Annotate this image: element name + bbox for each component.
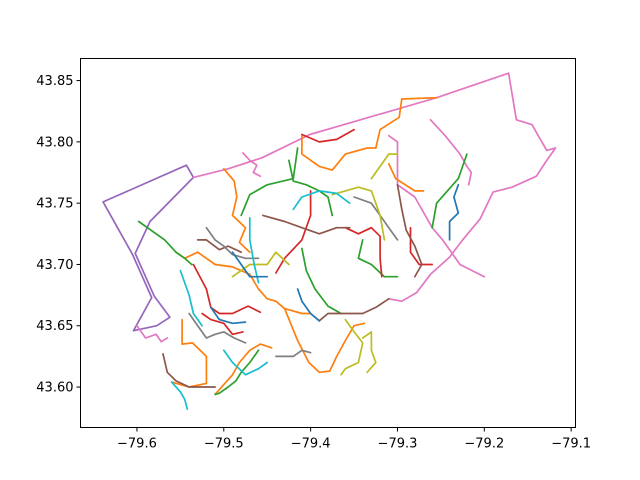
boundary-line-2 — [192, 72, 510, 179]
boundary-line-37 — [331, 186, 386, 241]
y-axis: 43.60 43.65 43.70 43.75 43.80 43.85 — [36, 74, 81, 396]
boundary-line-44 — [292, 190, 351, 211]
x-tick-label-2: −79.5 — [204, 437, 244, 452]
boundary-line-29 — [262, 214, 351, 235]
boundary-line-38 — [340, 318, 364, 376]
boundary-line-19 — [357, 239, 399, 278]
boundary-line-5 — [387, 134, 486, 278]
x-tick-label-1: −79.6 — [117, 437, 157, 452]
boundary-line-21 — [301, 247, 342, 315]
boundary-line-4 — [136, 324, 169, 343]
boundary-line-28 — [318, 297, 390, 322]
boundary-line-27 — [409, 226, 434, 266]
boundary-line-15 — [137, 220, 193, 266]
boundary-line-47 — [209, 306, 247, 325]
boundary-line-49 — [296, 288, 321, 322]
boundary-line-18 — [214, 349, 260, 396]
boundary-line-14 — [387, 163, 425, 192]
boundary-line-31 — [162, 353, 216, 388]
boundary-line-1 — [102, 164, 195, 332]
boundary-line-8 — [222, 167, 251, 254]
plot-frame — [80, 58, 576, 428]
boundary-line-43 — [222, 349, 269, 376]
boundary-line-35 — [275, 349, 312, 358]
boundary-line-33 — [188, 312, 247, 344]
x-tick-label-4: −79.3 — [378, 437, 418, 452]
y-tick-label-3: 43.70 — [36, 258, 73, 273]
boundary-line-45 — [179, 269, 203, 327]
y-tick-label-4: 43.75 — [36, 197, 73, 212]
boundary-line-42 — [170, 381, 189, 410]
boundary-line-7 — [242, 152, 262, 178]
boundary-line-11 — [283, 307, 366, 374]
boundary-line-30 — [396, 183, 423, 278]
boundary-line-23 — [192, 263, 262, 315]
boundary-line-41 — [370, 153, 399, 180]
boundary-line-3 — [387, 72, 557, 303]
boundary-line-6 — [429, 118, 473, 186]
x-axis: −79.6 −79.5 −79.4 −79.3 −79.2 −79.1 — [117, 427, 591, 452]
boundary-line-46 — [248, 217, 260, 284]
y-tick-label-1: 43.60 — [36, 381, 73, 396]
x-tick-label-6: −79.1 — [551, 437, 591, 452]
boundary-line-34 — [205, 226, 260, 260]
boundary-line-10 — [175, 251, 321, 322]
y-tick-label-5: 43.80 — [36, 135, 73, 150]
y-tick-label-2: 43.65 — [36, 319, 73, 334]
boundary-line-16 — [288, 159, 334, 217]
y-tick-label-6: 43.85 — [36, 74, 73, 89]
boundary-line-13 — [214, 343, 273, 396]
boundary-line-20 — [431, 153, 468, 229]
boundary-line-39 — [361, 331, 377, 374]
x-tick-label-5: −79.2 — [464, 437, 504, 452]
boundary-line-25 — [275, 190, 312, 274]
x-tick-label-3: −79.4 — [291, 437, 331, 452]
boundary-line-50 — [231, 251, 269, 278]
boundary-line-17 — [240, 147, 299, 217]
boundary-line-24 — [344, 226, 383, 278]
boundary-line-48 — [448, 183, 460, 241]
boundary-line-32 — [196, 239, 243, 254]
boundary-line-26 — [201, 312, 244, 336]
boundary-line-22 — [301, 128, 355, 143]
boundary-lines — [102, 72, 557, 410]
boundary-line-9 — [301, 96, 438, 171]
